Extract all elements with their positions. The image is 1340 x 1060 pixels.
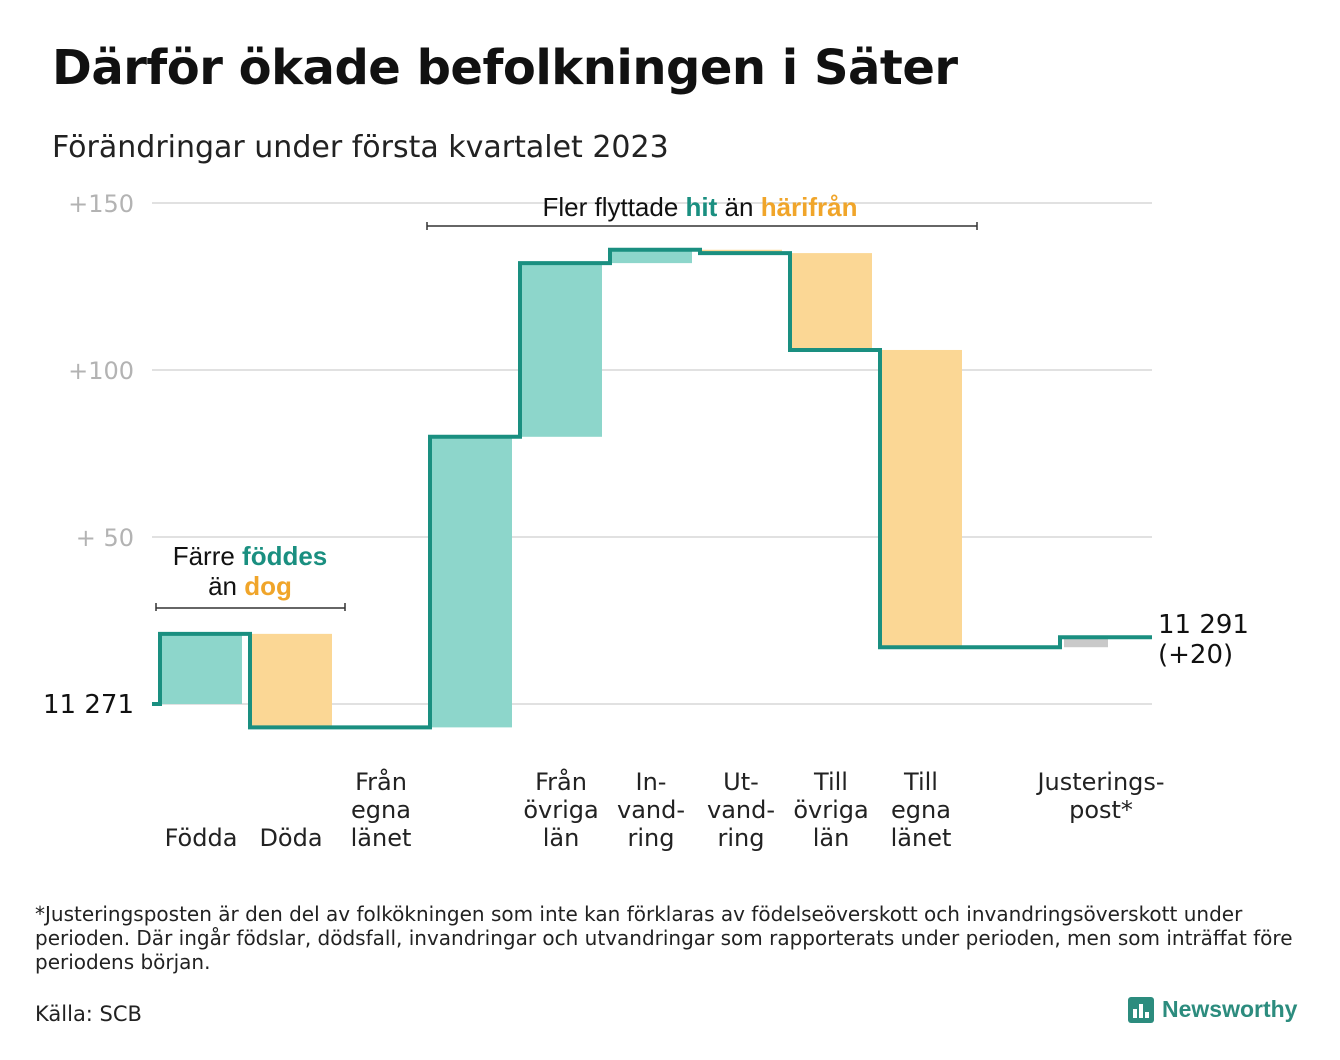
category-label: vand- xyxy=(617,796,685,824)
waterfall-bar xyxy=(160,633,242,704)
category-label: Ut- xyxy=(723,768,759,796)
category-label: övriga xyxy=(523,796,598,824)
annotation-migration: Fler flyttade hit än härifrån xyxy=(542,192,857,222)
waterfall-bar xyxy=(610,249,692,264)
end-value-label: (+20) xyxy=(1158,640,1233,670)
category-label: Justerings- xyxy=(1035,768,1164,796)
chart-subtitle: Förändringar under första kvartalet 2023 xyxy=(52,130,669,165)
y-tick-label: +150 xyxy=(68,190,134,218)
category-label: ring xyxy=(628,824,675,852)
start-value-label: 11 271 xyxy=(43,690,134,720)
newsworthy-logo: Newsworthy xyxy=(1128,996,1297,1023)
category-label: Från xyxy=(355,767,407,796)
category-label: post* xyxy=(1069,796,1133,824)
category-label: Döda xyxy=(259,824,322,852)
category-label: län xyxy=(813,824,850,852)
source-note: Källa: SCB xyxy=(35,1002,142,1026)
cumulative-step-line xyxy=(152,247,1152,730)
category-label: länet xyxy=(891,824,952,852)
category-label: övriga xyxy=(793,796,868,824)
y-tick-label: +100 xyxy=(68,357,134,385)
category-label: länet xyxy=(351,824,412,852)
waterfall-bar xyxy=(790,253,872,350)
waterfall-chart: +150 +100 + 50 11 271 11 291(+20) Födda Döda Fr… xyxy=(43,190,1249,852)
footnote: *Justeringsposten är den del av folkökni… xyxy=(35,902,1293,974)
category-label: ring xyxy=(718,824,765,852)
waterfall-bar xyxy=(880,349,962,648)
category-label: egna xyxy=(351,796,411,824)
category-label: Till xyxy=(813,768,848,796)
annotation-birth-death-line1: Färre föddes xyxy=(173,541,328,571)
category-label: Från xyxy=(535,767,587,796)
category-label: egna xyxy=(891,796,951,824)
newsworthy-icon xyxy=(1128,996,1154,1023)
y-tick-label: + 50 xyxy=(76,524,134,552)
annotation-bracket xyxy=(155,603,346,611)
category-label: Födda xyxy=(165,824,238,852)
waterfall-bar xyxy=(250,633,332,728)
end-value-label: 11 291 xyxy=(1158,610,1249,640)
category-label: In- xyxy=(636,768,667,796)
category-label: vand- xyxy=(707,796,775,824)
category-label: län xyxy=(543,824,580,852)
waterfall-bar xyxy=(430,436,512,728)
brand-name: Newsworthy xyxy=(1162,996,1298,1022)
waterfall-bar xyxy=(520,263,602,437)
waterfall-bar xyxy=(1064,637,1108,648)
category-label: Till xyxy=(903,768,938,796)
annotation-bracket xyxy=(426,222,978,230)
chart-title: Därför ökade befolkningen i Säter xyxy=(52,40,958,96)
annotation-birth-death-line2: än dog xyxy=(208,571,292,601)
